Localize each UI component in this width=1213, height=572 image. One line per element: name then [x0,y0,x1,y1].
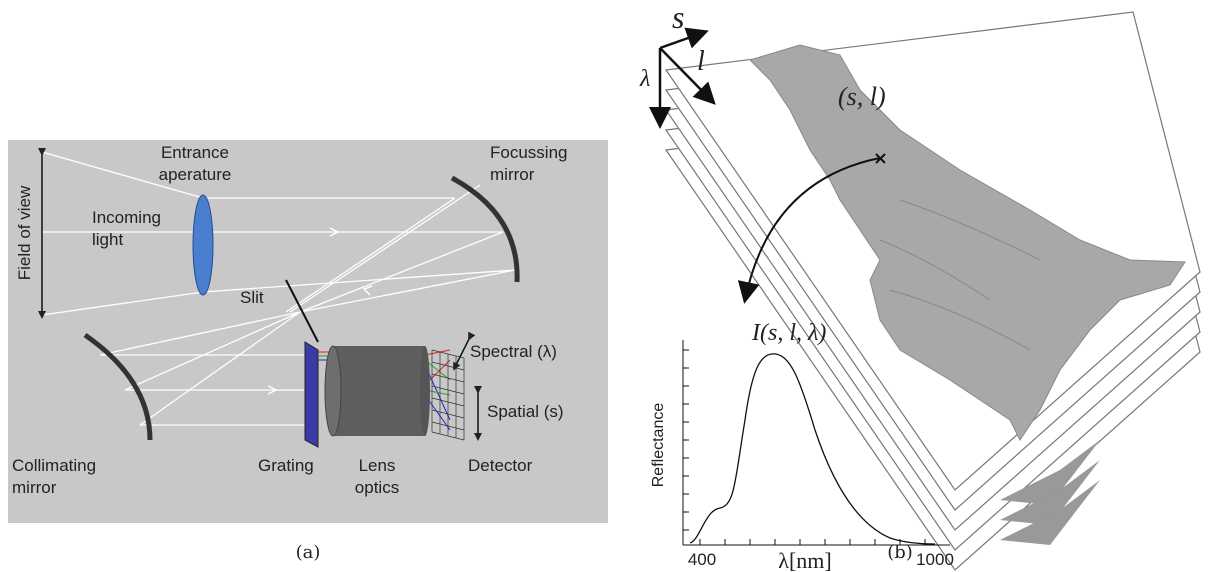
label: Field of view [15,185,34,280]
lens [193,195,213,295]
lens-face [325,346,341,436]
caption: (b) [887,542,913,563]
axis-label: λ [639,66,650,92]
label-line: aperature [159,165,232,184]
grating [305,342,318,447]
figure: Field of view Entrance aperature Incoming… [0,0,1213,572]
x-max-label: 1000 [916,550,954,569]
label-line: Incoming [92,208,161,227]
panel-b: s l λ (s, l) I(s, l, λ) Reflectance 400 … [639,0,1200,572]
label: Spectral (λ) [470,342,557,361]
label-line: Collimating [12,456,96,475]
label: Grating [258,456,314,475]
label-line: light [92,230,123,249]
axis-label: l [697,46,705,77]
label-line: mirror [490,165,535,184]
label-line: Lens [359,456,396,475]
plot-title: I(s, l, λ) [751,320,826,346]
panel-a: Field of view Entrance aperature Incoming… [8,140,608,563]
y-label: Reflectance [650,403,667,488]
axis-label: s [672,0,684,35]
label: Detector [468,456,533,475]
point-label: (s, l) [838,82,886,111]
label: Slit [240,288,264,307]
x-label: λ[nm] [778,548,831,572]
label: Spatial (s) [487,402,564,421]
lens-back [420,346,430,436]
label-line: optics [355,478,399,497]
lens-optics [333,346,425,436]
label-line: mirror [12,478,57,497]
x-min-label: 400 [688,550,716,569]
caption: (a) [296,542,321,563]
label-line: Entrance [161,143,229,162]
label-line: Focussing [490,143,567,162]
